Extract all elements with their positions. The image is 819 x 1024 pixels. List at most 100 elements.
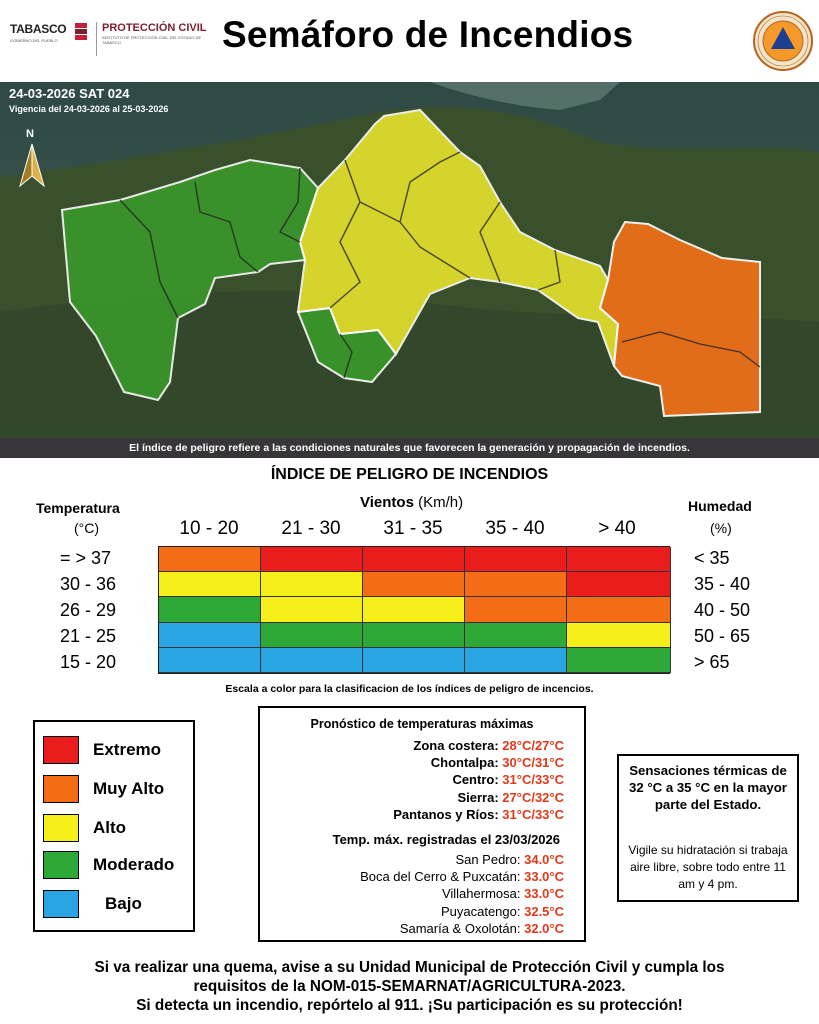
risk-cell-extremo bbox=[465, 547, 567, 573]
wind-label: Vientos bbox=[360, 494, 414, 511]
temperature-label: Temperatura bbox=[36, 500, 120, 516]
risk-cell-muy-alto bbox=[465, 572, 567, 598]
station-name: Boca del Cerro & Puxcatán: bbox=[360, 869, 521, 884]
legend-label: Alto bbox=[93, 818, 127, 837]
risk-cell-extremo bbox=[261, 547, 363, 573]
station-value: 34.0°C bbox=[524, 852, 564, 867]
risk-cell-alto bbox=[567, 622, 671, 648]
recorded-row: Puyacatengo: 32.5°C bbox=[441, 904, 564, 919]
index-title: ÍNDICE DE PELIGRO DE INCENDIOS bbox=[270, 466, 549, 483]
legend-swatch-bajo bbox=[43, 890, 79, 918]
station-value: 33.0°C bbox=[524, 886, 564, 901]
humidity-range-label: 35 - 40 bbox=[694, 574, 751, 594]
zone-name: Centro: bbox=[452, 772, 499, 787]
risk-cell-alto bbox=[159, 572, 261, 598]
station-value: 33.0°C bbox=[524, 869, 564, 884]
risk-cell-bajo bbox=[363, 647, 465, 673]
zone-name: Sierra: bbox=[457, 790, 499, 805]
recorded-row: Samaría & Oxolotán: 32.0°C bbox=[400, 921, 564, 936]
risk-cell-moderado bbox=[261, 622, 363, 648]
risk-cell-muy-alto bbox=[159, 547, 261, 573]
north-arrow-icon bbox=[19, 143, 45, 188]
risk-cell-alto bbox=[261, 597, 363, 623]
forecast-zone-row: Zona costera: 28°C/27°C bbox=[413, 738, 564, 753]
proteccion-civil-logo-text: PROTECCIÓN CIVIL bbox=[102, 22, 207, 34]
zone-value: 31°C/33°C bbox=[502, 807, 564, 822]
north-label: N bbox=[26, 128, 34, 140]
recorded-row: Boca del Cerro & Puxcatán: 33.0°C bbox=[360, 869, 564, 884]
zone-value: 28°C/27°C bbox=[502, 738, 564, 753]
forecast-zone-row: Sierra: 27°C/32°C bbox=[457, 790, 564, 805]
proteccion-civil-logo: PROTECCIÓN CIVIL INSTITUTO DE PROTECCIÓN… bbox=[96, 22, 216, 56]
risk-cell-muy-alto bbox=[465, 597, 567, 623]
bulletin-date: 24-03-2026 SAT 024 bbox=[9, 86, 130, 101]
risk-cell-muy-alto bbox=[567, 597, 671, 623]
risk-cell-bajo bbox=[159, 647, 261, 673]
risk-cell-moderado bbox=[465, 622, 567, 648]
risk-cell-muy-alto bbox=[363, 572, 465, 598]
zone-name: Chontalpa: bbox=[430, 755, 499, 770]
humidity-range-label: 40 - 50 bbox=[694, 600, 751, 620]
risk-matrix bbox=[158, 546, 671, 674]
thermal-sensation-box: Sensaciones térmicas de 32 °C a 35 °C en… bbox=[617, 754, 799, 902]
footer-line: Si va realizar una quema, avise a su Uni… bbox=[94, 959, 725, 976]
humidity-unit: (%) bbox=[710, 520, 732, 536]
wind-label-group: Vientos (Km/h) bbox=[360, 494, 463, 511]
civil-protection-seal-icon bbox=[753, 11, 813, 71]
zone-value: 30°C/31°C bbox=[502, 755, 564, 770]
temp-range-label: 30 - 36 bbox=[60, 574, 117, 594]
recorded-row: Villahermosa: 33.0°C bbox=[442, 886, 564, 901]
legend-swatch-muy-alto bbox=[43, 775, 79, 803]
station-name: Samaría & Oxolotán: bbox=[399, 921, 521, 936]
risk-cell-extremo bbox=[567, 572, 671, 598]
zone-name: Zona costera: bbox=[413, 738, 499, 753]
risk-cell-moderado bbox=[159, 597, 261, 623]
tabasco-emblem-icon bbox=[75, 23, 87, 40]
legend-label: Muy Alto bbox=[93, 779, 165, 798]
zone-value: 27°C/32°C bbox=[502, 790, 564, 805]
risk-cell-bajo bbox=[159, 622, 261, 648]
humidity-range-label: 50 - 65 bbox=[694, 626, 751, 646]
temp-range-label: = > 37 bbox=[60, 548, 112, 568]
forecast-zone-row: Chontalpa: 30°C/31°C bbox=[431, 755, 564, 770]
wind-range-header: 21 - 30 bbox=[281, 518, 341, 539]
forecast-box: Pronóstico de temperaturas máximas Zona … bbox=[258, 706, 586, 942]
risk-cell-extremo bbox=[567, 547, 671, 573]
risk-legend: Extremo Muy Alto Alto Moderado Bajo bbox=[33, 720, 195, 932]
scale-note: Escala a color para la clasificacion de … bbox=[225, 683, 594, 695]
bulletin-validity: Vigencia del 24-03-2026 al 25-03-2026 bbox=[9, 104, 169, 114]
wind-range-header: 10 - 20 bbox=[179, 518, 239, 539]
forecast-zone-row: Pantanos y Ríos: 31°C/33°C bbox=[393, 807, 564, 822]
risk-cell-bajo bbox=[261, 647, 363, 673]
wind-range-header: > 40 bbox=[598, 518, 636, 539]
recorded-title: Temp. máx. registradas el 23/03/2026 bbox=[332, 832, 560, 847]
legend-swatch-extremo bbox=[43, 736, 79, 764]
risk-cell-alto bbox=[363, 597, 465, 623]
temp-range-label: 21 - 25 bbox=[60, 626, 117, 646]
tabasco-logo-text: TABASCO bbox=[10, 22, 67, 36]
humidity-label: Humedad bbox=[688, 498, 752, 514]
legend-label: Moderado bbox=[93, 855, 175, 874]
footer-line: requisitos de la NOM-015-SEMARNAT/AGRICU… bbox=[193, 978, 626, 995]
zone-value: 31°C/33°C bbox=[502, 772, 564, 787]
satellite-map-image bbox=[0, 82, 819, 458]
risk-cell-moderado bbox=[363, 622, 465, 648]
forecast-zone-row: Centro: 31°C/33°C bbox=[452, 772, 564, 787]
risk-cell-moderado bbox=[567, 647, 671, 673]
forecast-title: Pronóstico de temperaturas máximas bbox=[310, 717, 534, 731]
legend-label: Extremo bbox=[93, 740, 162, 759]
risk-cell-bajo bbox=[465, 647, 567, 673]
temp-range-label: 15 - 20 bbox=[60, 652, 117, 672]
footer-line: Si detecta un incendio, repórtelo al 911… bbox=[136, 997, 683, 1014]
station-name: San Pedro: bbox=[455, 852, 521, 867]
fire-risk-map: 24-03-2026 SAT 024 Vigencia del 24-03-20… bbox=[0, 82, 819, 458]
station-value: 32.0°C bbox=[524, 921, 564, 936]
humidity-range-label: < 35 bbox=[694, 548, 730, 568]
station-value: 32.5°C bbox=[524, 904, 564, 919]
recorded-row: San Pedro: 34.0°C bbox=[455, 852, 564, 867]
legend-label: Bajo bbox=[105, 894, 142, 913]
tabasco-logo: TABASCO GOBIERNO DEL PUEBLO bbox=[10, 22, 90, 56]
humidity-range-label: > 65 bbox=[694, 652, 730, 672]
risk-cell-alto bbox=[261, 572, 363, 598]
sensation-advice: Vigile su hidratación si trabaja aire li… bbox=[628, 843, 788, 891]
